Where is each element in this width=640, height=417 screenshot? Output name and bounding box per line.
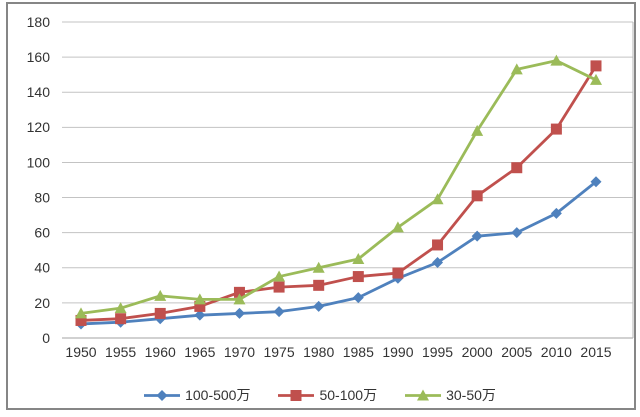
series-30-50w-triangle-marker-icon bbox=[312, 261, 325, 273]
series-50-100w-square-marker-icon bbox=[392, 267, 404, 279]
legend-100-500w-diamond-marker-icon bbox=[156, 389, 168, 401]
series-50-100w-square-marker-icon bbox=[233, 286, 245, 298]
legend-50-100w-square-marker-icon bbox=[290, 389, 302, 401]
series-100-500w-diamond-marker-icon bbox=[233, 307, 245, 319]
series-50-100w-square-marker-icon bbox=[273, 281, 285, 293]
y-tick-label: 80 bbox=[34, 189, 50, 205]
legend-item-30-50w: 30-50万 bbox=[405, 388, 496, 402]
series-30-50w-triangle-marker-icon bbox=[193, 293, 206, 305]
series-30-50w-triangle-marker-icon bbox=[471, 124, 484, 136]
series-100-500w-diamond-marker-icon bbox=[313, 300, 325, 312]
legend-label: 100-500万 bbox=[185, 387, 251, 403]
x-tick-label: 1975 bbox=[263, 344, 294, 360]
x-tick-label: 2000 bbox=[462, 344, 493, 360]
series-30-50w-triangle-marker-icon bbox=[273, 270, 286, 282]
series-50-100w-square-marker-icon bbox=[432, 239, 444, 251]
series-30-50w-triangle-marker-icon bbox=[114, 302, 127, 314]
series-50-100w-square-marker-icon bbox=[550, 123, 562, 135]
y-tick-label: 40 bbox=[34, 260, 50, 276]
x-tick-label: 1990 bbox=[382, 344, 413, 360]
series-100-500w-diamond-marker-icon bbox=[273, 306, 285, 318]
legend-swatch-square-icon bbox=[278, 389, 315, 401]
x-tick-label: 2015 bbox=[580, 344, 611, 360]
x-tick-label: 1970 bbox=[224, 344, 255, 360]
x-tick-label: 2010 bbox=[541, 344, 572, 360]
chart-frame-border bbox=[6, 2, 636, 410]
series-100-500w-diamond-marker-icon bbox=[194, 309, 206, 321]
legend-item-100-500w: 100-500万 bbox=[144, 388, 250, 402]
legend-item-50-100w: 50-100万 bbox=[278, 388, 377, 402]
series-30-50w-triangle-marker-icon bbox=[431, 193, 444, 205]
legend-label: 30-50万 bbox=[446, 387, 496, 403]
series-100-500w-diamond-marker-icon bbox=[471, 230, 483, 242]
series-100-500w-diamond-marker-icon bbox=[511, 227, 523, 239]
x-tick-label: 1985 bbox=[343, 344, 374, 360]
series-100-500w bbox=[75, 176, 602, 330]
x-tick-label: 1960 bbox=[145, 344, 176, 360]
series-50-100w-square-marker-icon bbox=[115, 313, 127, 325]
legend-swatch-triangle-icon bbox=[405, 389, 442, 400]
series-30-50w-triangle-marker-icon bbox=[550, 54, 563, 66]
x-tick-label: 1950 bbox=[65, 344, 96, 360]
y-tick-label: 0 bbox=[42, 330, 50, 346]
series-100-500w-diamond-marker-icon bbox=[352, 292, 364, 304]
series-50-100w-square-marker-icon bbox=[154, 307, 166, 319]
series-30-50w-triangle-marker-icon bbox=[510, 63, 523, 75]
series-50-100w-square-marker-icon bbox=[75, 314, 87, 326]
series-30-50w-triangle-marker-icon bbox=[352, 253, 365, 264]
series-50-100w-line bbox=[79, 64, 598, 322]
series-30-50w-triangle-marker-icon bbox=[590, 73, 602, 85]
y-tick-label: 20 bbox=[34, 295, 50, 311]
y-tick-label: 60 bbox=[34, 225, 50, 241]
legend-label: 50-100万 bbox=[319, 387, 378, 403]
y-tick-label: 120 bbox=[27, 119, 51, 135]
series-100-500w-diamond-marker-icon bbox=[432, 257, 444, 269]
series-50-100w-square-marker-icon bbox=[511, 162, 523, 174]
series-50-100w-square-marker-icon bbox=[590, 60, 602, 72]
series-50-100w bbox=[75, 60, 602, 326]
y-tick-label: 160 bbox=[27, 49, 51, 65]
series-30-50w-triangle-marker-icon bbox=[75, 307, 87, 319]
x-tick-label: 2005 bbox=[501, 344, 532, 360]
series-100-500w-diamond-marker-icon bbox=[550, 207, 562, 219]
legend-30-50w-triangle-marker-icon bbox=[417, 389, 430, 400]
legend-swatch-diamond-icon bbox=[144, 389, 181, 401]
x-tick-label: 1980 bbox=[303, 344, 334, 360]
series-30-50w bbox=[75, 54, 602, 319]
y-tick-label: 140 bbox=[27, 84, 51, 100]
series-30-50w-triangle-marker-icon bbox=[154, 289, 167, 301]
series-50-100w-square-marker-icon bbox=[194, 300, 206, 312]
x-tick-label: 1955 bbox=[105, 344, 136, 360]
series-50-100w-square-marker-icon bbox=[313, 279, 325, 291]
series-30-50w-triangle-marker-icon bbox=[233, 293, 246, 305]
y-tick-label: 100 bbox=[27, 154, 51, 170]
x-tick-label: 1995 bbox=[422, 344, 453, 360]
series-100-500w-diamond-marker-icon bbox=[590, 176, 602, 188]
series-30-50w-triangle-marker-icon bbox=[391, 221, 404, 233]
x-tick-label: 1965 bbox=[184, 344, 215, 360]
series-50-100w-square-marker-icon bbox=[471, 190, 483, 202]
chart-legend: 100-500万 50-100万 30-50万 bbox=[0, 383, 640, 407]
series-100-500w-line bbox=[79, 180, 598, 326]
series-30-50w-line bbox=[79, 59, 598, 315]
series-50-100w-square-marker-icon bbox=[352, 271, 364, 283]
y-tick-label: 180 bbox=[27, 14, 51, 30]
